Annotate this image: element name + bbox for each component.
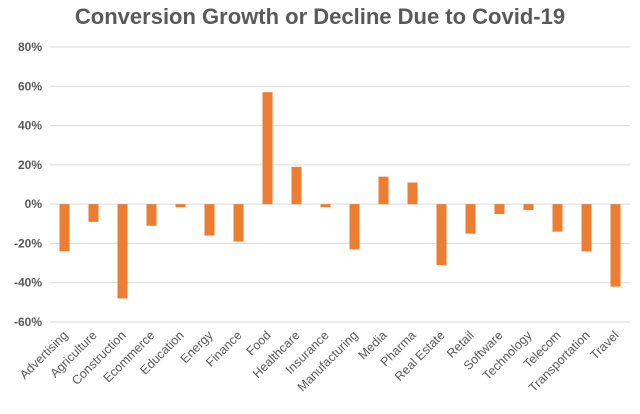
x-tick-label: Travel xyxy=(587,328,621,362)
bar xyxy=(581,204,592,252)
bar xyxy=(88,204,99,222)
chart-title: Conversion Growth or Decline Due to Covi… xyxy=(74,4,566,29)
bar xyxy=(146,204,157,226)
y-tick-label: 40% xyxy=(18,119,42,133)
y-tick-label: -40% xyxy=(14,276,42,290)
bar xyxy=(523,204,534,211)
bar xyxy=(59,204,70,252)
y-tick-label: -60% xyxy=(14,315,42,329)
bar xyxy=(233,204,244,242)
bar xyxy=(204,204,215,236)
bar xyxy=(436,204,447,266)
bar xyxy=(262,92,273,205)
bar xyxy=(407,182,418,205)
y-tick-label: 60% xyxy=(18,79,42,93)
bar xyxy=(291,166,302,205)
bar xyxy=(320,204,331,208)
bar xyxy=(349,204,360,250)
bar xyxy=(465,204,476,234)
bar xyxy=(378,176,389,205)
y-tick-label: 80% xyxy=(18,40,42,54)
bar xyxy=(552,204,563,232)
bar xyxy=(175,204,186,208)
bar xyxy=(117,204,128,299)
y-tick-label: -20% xyxy=(14,236,42,250)
y-tick-label: 20% xyxy=(18,158,42,172)
bar xyxy=(494,204,505,214)
bar xyxy=(610,204,621,287)
y-tick-label: 0% xyxy=(25,197,43,211)
